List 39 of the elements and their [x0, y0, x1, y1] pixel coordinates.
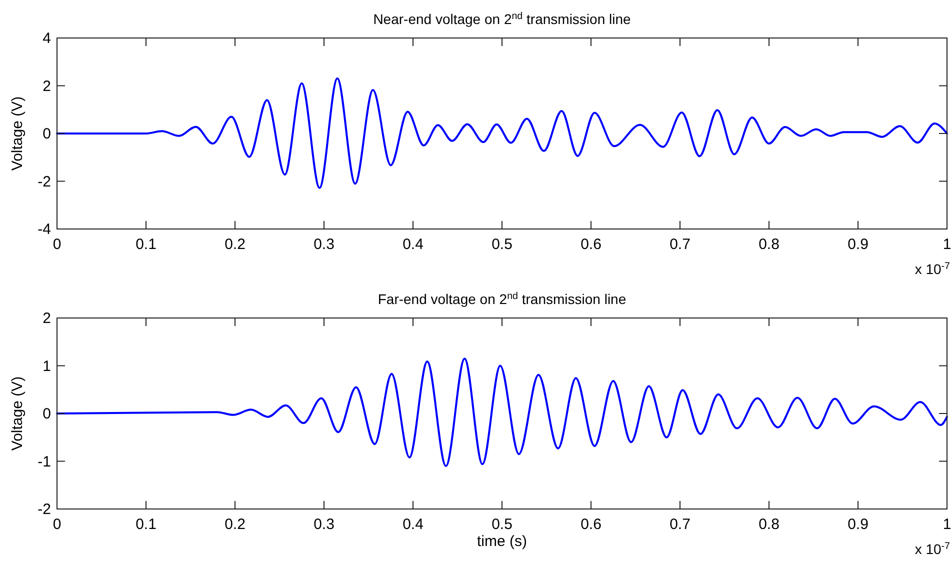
- x-tick-label: 0.2: [224, 516, 246, 533]
- line-series: [56, 358, 948, 468]
- x-tick-label: 0.8: [758, 236, 780, 253]
- y-axis-title: Voltage (V): [9, 96, 26, 171]
- y-tick-label: 0: [42, 406, 51, 422]
- x-tick-label: 0.6: [580, 236, 602, 253]
- x-tick-label: 0.1: [136, 516, 156, 533]
- x-tick-label: 0.3: [314, 236, 334, 253]
- x-tick-label: 0.3: [314, 516, 334, 533]
- x-tick-label: 0.1: [136, 236, 156, 253]
- x-tick-label: 0.5: [492, 516, 512, 533]
- x-tick-label: 0.4: [402, 236, 424, 253]
- y-tick-label: -4: [38, 221, 51, 238]
- y-tick-label: -2: [38, 173, 51, 190]
- y-axis-title: Voltage (V): [9, 376, 26, 451]
- x-tick-label: 0.7: [670, 516, 690, 533]
- chart-title: Near-end voltage on 2$^{nd}$ transmission line: [373, 10, 632, 27]
- chart-title: Far-end voltage on 2$^{nd}$ transmission line: [378, 290, 626, 307]
- x-tick-label: 1: [942, 516, 951, 533]
- x-tick-label: 0.4: [402, 516, 424, 533]
- x-tick-label: 1: [942, 236, 951, 253]
- y-tick-label: 2: [42, 310, 51, 327]
- y-tick-label: -1: [38, 453, 51, 470]
- y-tick-label: -2: [38, 501, 51, 518]
- y-tick-label: 2: [42, 78, 51, 95]
- y-tick-label: 1: [42, 358, 51, 375]
- x-tick-label: 0.5: [492, 236, 512, 253]
- x-tick-label: 0.2: [224, 236, 246, 253]
- x-tick-label: 0.9: [848, 516, 868, 533]
- line-series: [56, 77, 948, 189]
- text: x 10$^{-7}$: [914, 540, 950, 557]
- x-tick-label: 0.7: [670, 236, 690, 253]
- text: x 10$^{-7}$: [914, 260, 950, 277]
- y-tick-label: 0: [42, 126, 51, 142]
- x-axis-title: time (s): [477, 533, 527, 550]
- x-tick-label: 0.8: [758, 516, 780, 533]
- x-tick-label: 0.6: [580, 516, 602, 533]
- x-tick-label: 0.9: [848, 236, 868, 253]
- y-tick-label: 4: [42, 30, 51, 47]
